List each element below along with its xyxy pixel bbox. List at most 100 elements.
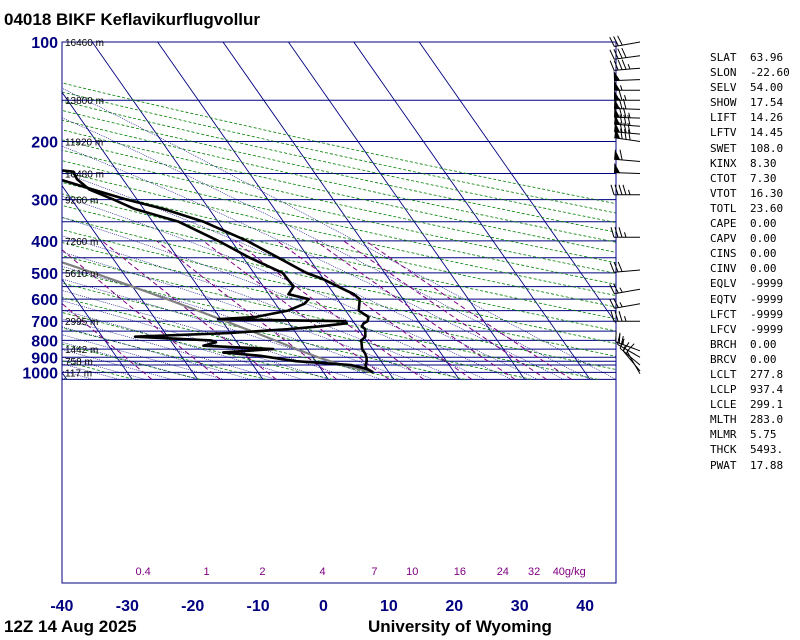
barb-flag bbox=[617, 261, 623, 272]
height-label: 7260 m bbox=[65, 237, 98, 248]
barb-flag bbox=[613, 283, 619, 294]
barb-flag bbox=[610, 227, 615, 238]
pressure-tick-label: 200 bbox=[31, 135, 58, 152]
moist-adiabat-line bbox=[62, 217, 486, 380]
barb-flag bbox=[617, 48, 623, 59]
barb-flag bbox=[610, 311, 615, 322]
index-key: SLON bbox=[710, 66, 737, 80]
index-value: 7.30 bbox=[750, 171, 777, 185]
wind-barb bbox=[613, 162, 641, 174]
height-label: 117 m bbox=[65, 368, 92, 379]
index-row: BRCV 0.00 bbox=[710, 352, 790, 367]
barb-flag bbox=[619, 122, 623, 133]
barb-flag bbox=[618, 98, 623, 109]
dry-adiabat-line bbox=[62, 182, 616, 308]
isotherm-line bbox=[353, 42, 591, 380]
index-value: 14.45 bbox=[750, 126, 784, 140]
barb-pennant bbox=[614, 80, 620, 91]
mixing-ratio-label: 2 bbox=[259, 566, 265, 578]
barb-flag bbox=[628, 129, 631, 141]
barb-pennant bbox=[614, 162, 620, 173]
barb-staff bbox=[613, 172, 641, 174]
index-key: KINX bbox=[710, 156, 737, 170]
index-value: 0.00 bbox=[750, 232, 777, 246]
index-key: EQLV bbox=[710, 277, 737, 291]
barb-flag bbox=[622, 184, 627, 195]
index-value: -9999 bbox=[750, 292, 784, 306]
mixing-ratio-label: 24 bbox=[497, 566, 509, 578]
dry-adiabat-line bbox=[62, 193, 616, 320]
barb-flag bbox=[613, 262, 619, 273]
moist-adiabat-line bbox=[62, 172, 538, 380]
index-key: VTOT bbox=[710, 186, 737, 200]
temperature-tick-label: 10 bbox=[380, 598, 398, 615]
barb-staff bbox=[613, 79, 641, 82]
index-key: LFCT bbox=[710, 307, 737, 321]
pressure-tick-label: 400 bbox=[31, 234, 58, 251]
index-row: CAPE 0.00 bbox=[710, 216, 790, 231]
barb-flag bbox=[609, 298, 615, 309]
wind-barb bbox=[614, 90, 640, 101]
height-label: 11920 m bbox=[65, 138, 103, 149]
index-value: 17.88 bbox=[750, 458, 784, 472]
barb-pennant bbox=[614, 149, 621, 160]
barb-flag bbox=[618, 311, 623, 322]
barb-flag bbox=[619, 114, 623, 125]
index-row: PWAT 17.88 bbox=[710, 458, 790, 473]
dry-adiabat-line bbox=[62, 119, 616, 243]
pressure-tick-label: 100 bbox=[31, 35, 58, 52]
dry-adiabat-line bbox=[62, 171, 616, 296]
station-title: 04018 BIKF Keflavikurflugvollur bbox=[4, 10, 261, 29]
index-value: 0.00 bbox=[750, 247, 777, 261]
index-value: 16.30 bbox=[750, 186, 784, 200]
mixing-ratio-line bbox=[343, 240, 547, 380]
dewpoint-profile-line bbox=[62, 169, 374, 374]
barb-flag bbox=[617, 333, 621, 345]
wind-barb bbox=[613, 70, 641, 82]
barb-flag bbox=[617, 35, 623, 46]
temperature-tick-label: -20 bbox=[181, 598, 204, 615]
barb-pennant bbox=[614, 90, 620, 101]
index-row: BRCH 0.00 bbox=[710, 337, 790, 352]
index-value: 23.60 bbox=[750, 201, 784, 215]
index-row: SWET 108.0 bbox=[710, 141, 790, 156]
moist-adiabat-line bbox=[62, 195, 512, 380]
moist-adiabat-line bbox=[62, 334, 224, 380]
temperature-tick-label: 0 bbox=[319, 598, 328, 615]
temperature-profile-line bbox=[62, 178, 374, 374]
barb-flag bbox=[627, 115, 631, 126]
height-label: 1442 m bbox=[65, 345, 98, 356]
index-row: VTOT 16.30 bbox=[710, 186, 790, 201]
dry-adiabat-line bbox=[62, 282, 466, 380]
index-key: BRCH bbox=[710, 337, 737, 351]
barb-staff bbox=[614, 288, 641, 295]
wind-barb bbox=[609, 261, 641, 273]
wind-barb bbox=[615, 331, 641, 352]
barb-half-flag bbox=[628, 189, 631, 195]
index-value: 299.1 bbox=[750, 398, 784, 412]
temperature-tick-label: -10 bbox=[247, 598, 270, 615]
dry-adiabat-line bbox=[62, 91, 616, 214]
wind-barb bbox=[614, 127, 641, 142]
index-row: KINX 8.30 bbox=[710, 156, 790, 171]
index-key: LCLT bbox=[710, 367, 737, 381]
dry-adiabat-line bbox=[62, 255, 598, 380]
index-value: 5493. bbox=[750, 443, 784, 457]
barb-staff bbox=[613, 116, 641, 119]
dry-adiabat-line bbox=[62, 229, 616, 357]
temperature-tick-label: 40 bbox=[576, 598, 594, 615]
index-value: 63.96 bbox=[750, 51, 784, 64]
index-row: SLAT 63.96 bbox=[710, 50, 790, 65]
barb-half-flag bbox=[628, 112, 631, 118]
barb-pennant bbox=[614, 107, 620, 118]
barb-flag bbox=[622, 107, 627, 118]
mixing-ratio-label: 40g/kg bbox=[553, 566, 586, 578]
index-value: 0.00 bbox=[750, 217, 777, 231]
barb-flag bbox=[613, 36, 619, 47]
height-label: 9260 m bbox=[65, 196, 98, 207]
mixing-ratio-line bbox=[234, 240, 425, 380]
pressure-tick-label: 900 bbox=[31, 350, 58, 367]
index-row: EQLV -9999 bbox=[710, 276, 790, 291]
data-source: University of Wyoming bbox=[368, 617, 552, 636]
index-key: SELV bbox=[710, 81, 737, 95]
